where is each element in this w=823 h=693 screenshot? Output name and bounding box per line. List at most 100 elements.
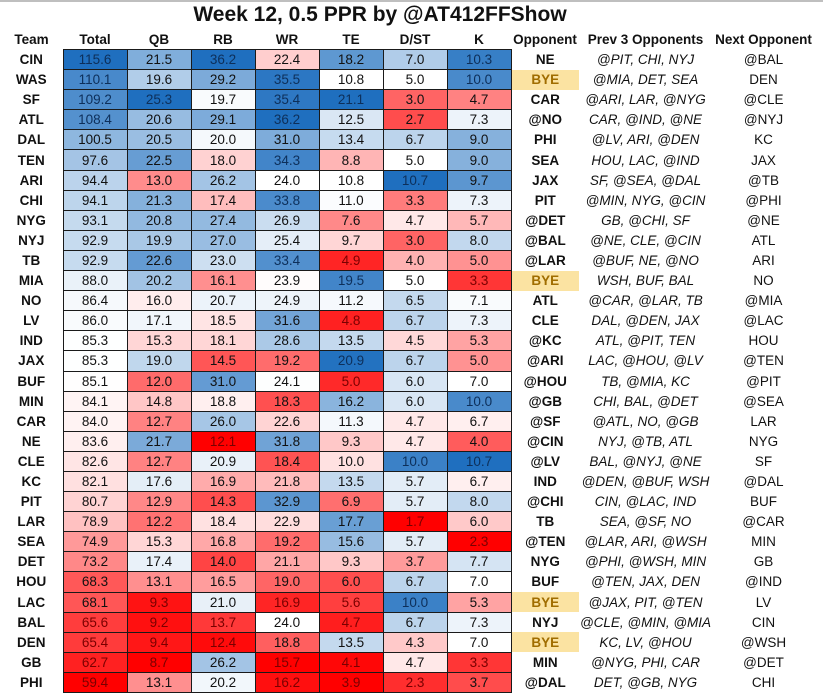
rb-value-cell: 14.5 xyxy=(190,350,256,372)
header-rb: RB xyxy=(213,32,233,47)
k-value-cell: 10.3 xyxy=(446,48,512,71)
team-cell: NYG xyxy=(16,212,46,228)
dst-value-cell: 4.3 xyxy=(382,631,448,653)
next-opponent-cell: KC xyxy=(754,132,773,148)
qb-value-cell: 12.7 xyxy=(126,450,192,472)
total-value-cell: 86.0 xyxy=(62,310,128,332)
prev-opponents-cell: CAR, @IND, @NE xyxy=(589,112,702,128)
team-cell: DAL xyxy=(17,132,46,148)
opponent-cell: @CHI xyxy=(527,494,564,510)
team-cell: CAR xyxy=(16,413,46,429)
team-cell: NO xyxy=(21,293,42,309)
rb-value-cell: 18.5 xyxy=(190,310,256,332)
k-value-cell: 7.3 xyxy=(446,109,512,131)
total-value-cell: 100.5 xyxy=(62,129,128,151)
table-row: JAX 85.3 19.0 14.5 19.2 20.9 6.7 5.0 @ARI LAC, @H… xyxy=(0,350,815,372)
dst-value-cell: 6.5 xyxy=(382,290,448,312)
te-value-cell: 15.6 xyxy=(318,531,384,553)
te-value-cell: 13.5 xyxy=(318,631,384,653)
qb-value-cell: 20.5 xyxy=(126,129,192,151)
next-opponent-cell: @DAL xyxy=(743,474,784,490)
qb-value-cell: 12.9 xyxy=(126,491,192,513)
wr-value-cell: 31.8 xyxy=(254,430,320,452)
qb-value-cell: 22.5 xyxy=(126,149,192,171)
rb-value-cell: 26.2 xyxy=(190,651,256,673)
total-value-cell: 94.4 xyxy=(62,169,128,191)
next-opponent-cell: @WSH xyxy=(740,634,787,650)
table-row: TEN 97.6 22.5 18.0 34.3 8.8 5.0 9.0 SEA HOU, LAC,… xyxy=(0,149,815,171)
rb-value-cell: 29.2 xyxy=(190,69,256,91)
dst-value-cell: 5.7 xyxy=(382,491,448,513)
prev-opponents-cell: NYJ, @TB, ATL xyxy=(598,433,693,449)
table-row: NO 86.4 16.0 20.7 24.9 11.2 6.5 7.1 ATL @CAR, @LA… xyxy=(0,290,815,312)
opponent-cell: PHI xyxy=(533,132,557,148)
total-value-cell: 92.9 xyxy=(62,249,128,272)
k-value-cell: 3.7 xyxy=(446,671,512,693)
next-opponent-cell: @PHI xyxy=(745,192,782,208)
k-value-cell: 5.3 xyxy=(446,330,512,352)
opponent-cell: PIT xyxy=(534,192,556,208)
te-value-cell: 5.0 xyxy=(318,370,384,392)
next-opponent-cell: @IND xyxy=(745,574,782,590)
k-value-cell: 5.7 xyxy=(446,209,512,231)
team-cell: NE xyxy=(21,433,41,449)
opponent-cell: ATL xyxy=(532,293,558,309)
dst-value-cell: 4.7 xyxy=(382,430,448,452)
qb-value-cell: 15.3 xyxy=(126,330,192,352)
te-value-cell: 16.2 xyxy=(318,390,384,412)
wr-value-cell: 23.9 xyxy=(254,270,320,292)
opponent-cell: CAR xyxy=(530,92,560,108)
te-value-cell: 13.5 xyxy=(318,470,384,493)
team-cell: NYJ xyxy=(18,232,45,248)
opponent-cell: @GB xyxy=(528,393,562,409)
top-border xyxy=(0,0,823,2)
prev-opponents-cell: @PIT, CHI, NYJ xyxy=(596,52,695,68)
next-opponent-cell: DEN xyxy=(749,72,778,88)
team-cell: JAX xyxy=(18,353,45,369)
te-value-cell: 12.5 xyxy=(318,109,384,131)
qb-value-cell: 21.7 xyxy=(126,430,192,452)
te-value-cell: 9.7 xyxy=(318,229,384,251)
te-value-cell: 13.4 xyxy=(318,129,384,151)
dst-value-cell: 3.7 xyxy=(382,551,448,573)
opponent-cell: @KC xyxy=(528,333,562,349)
table-row: NYG 93.1 20.8 27.4 26.9 7.6 4.7 5.7 @DET GB, @CHI… xyxy=(0,209,815,231)
dst-value-cell: 2.7 xyxy=(382,109,448,131)
opponent-cell: @HOU xyxy=(523,373,567,389)
total-value-cell: 74.9 xyxy=(62,531,128,553)
total-value-cell: 84.1 xyxy=(62,390,128,412)
team-cell: CLE xyxy=(17,453,45,469)
next-opponent-cell: @TEN xyxy=(743,353,784,369)
total-value-cell: 110.1 xyxy=(62,69,128,91)
opponent-cell: @BAL xyxy=(524,232,566,248)
rb-value-cell: 18.0 xyxy=(190,149,256,171)
rb-value-cell: 20.0 xyxy=(190,129,256,151)
wr-value-cell: 24.0 xyxy=(254,611,320,633)
k-value-cell: 7.7 xyxy=(446,551,512,573)
dst-value-cell: 6.7 xyxy=(382,350,448,372)
table-row: SF 109.2 25.3 19.7 35.4 21.1 3.0 4.7 CAR @ARI, LA… xyxy=(0,89,815,111)
te-value-cell: 11.0 xyxy=(318,189,384,211)
dst-value-cell: 6.7 xyxy=(382,571,448,593)
total-value-cell: 84.0 xyxy=(62,410,128,432)
wr-value-cell: 36.2 xyxy=(254,109,320,131)
k-value-cell: 2.3 xyxy=(446,531,512,553)
wr-value-cell: 31.0 xyxy=(254,129,320,151)
dst-value-cell: 5.0 xyxy=(382,149,448,171)
total-value-cell: 65.6 xyxy=(62,611,128,633)
header-wr: WR xyxy=(275,32,299,47)
next-opponent-cell: @SEA xyxy=(743,393,784,409)
wr-value-cell: 32.9 xyxy=(254,491,320,513)
team-cell: MIA xyxy=(18,273,44,289)
wr-value-cell: 24.0 xyxy=(254,169,320,191)
bye-badge: BYE xyxy=(511,69,579,90)
qb-value-cell: 21.3 xyxy=(126,189,192,211)
prev-opponents-cell: @LV, ARI, @DEN xyxy=(591,132,700,148)
k-value-cell: 9.0 xyxy=(446,129,512,151)
total-value-cell: 108.4 xyxy=(62,109,128,131)
prev-opponents-cell: @BUF, NE, @NO xyxy=(592,252,699,268)
rb-value-cell: 21.0 xyxy=(190,591,256,613)
table-row: PHI 59.4 13.1 20.2 16.2 3.9 2.3 3.7 @DAL DET, @GB… xyxy=(0,671,815,693)
next-opponent-cell: BUF xyxy=(750,494,777,510)
opponent-cell: @DET xyxy=(525,212,566,228)
